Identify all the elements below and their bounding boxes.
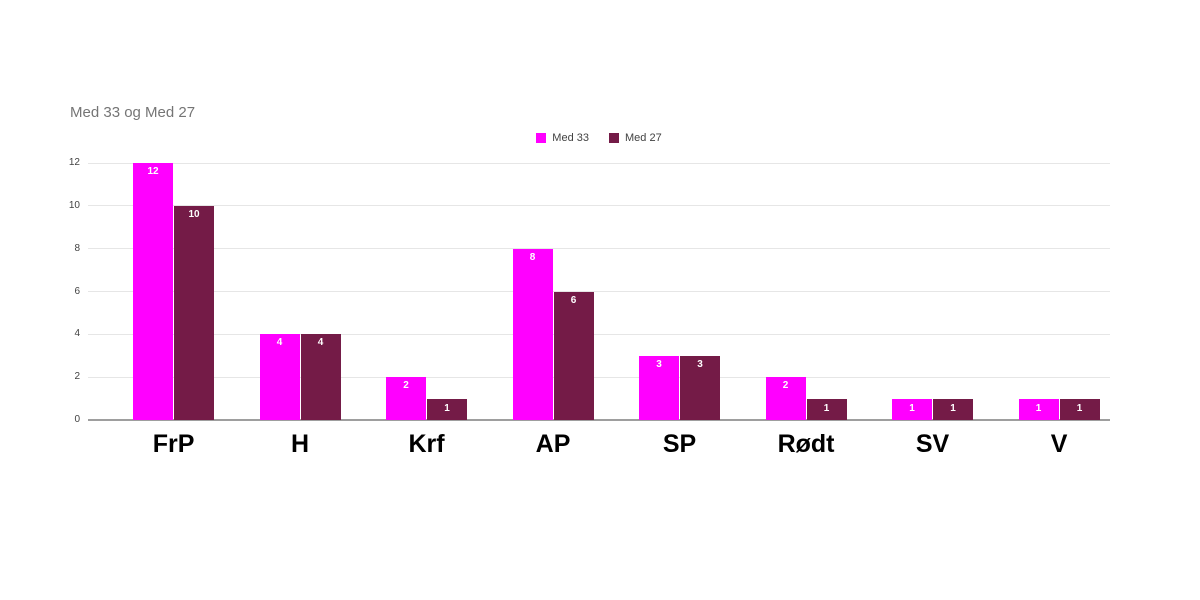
bar-med27-sv[interactable]: 1 — [933, 398, 974, 420]
legend-item-med33[interactable]: Med 33 — [536, 132, 589, 144]
gridline — [88, 376, 1110, 378]
bar-med27-v[interactable]: 1 — [1059, 398, 1100, 420]
y-tick-label: 12 — [68, 157, 80, 168]
bar-med33-frp[interactable]: 12 — [133, 163, 174, 420]
bar-value-label: 8 — [529, 251, 536, 263]
gridline — [88, 162, 1110, 164]
bar-med33-sp[interactable]: 3 — [639, 355, 680, 420]
bar-med27-ap[interactable]: 6 — [553, 291, 594, 420]
bar-value-label: 1 — [1035, 403, 1042, 415]
category-label-krf: Krf — [408, 430, 445, 458]
bar-value-label: 3 — [656, 358, 662, 370]
legend-label: Med 27 — [625, 131, 662, 144]
category-label-h: H — [291, 430, 310, 458]
y-tick-label: 2 — [74, 371, 80, 383]
gridline — [88, 205, 1110, 207]
bar-med33-rødt[interactable]: 2 — [765, 377, 806, 420]
bar-value-label: 2 — [782, 380, 789, 392]
bar-med27-rødt[interactable]: 1 — [806, 398, 847, 420]
bar-med33-h[interactable]: 4 — [259, 334, 300, 420]
x-axis-line — [88, 419, 1110, 421]
bar-med33-ap[interactable]: 8 — [512, 248, 553, 420]
bar-med27-krf[interactable]: 1 — [427, 398, 468, 420]
bar-value-label: 6 — [570, 294, 577, 306]
bar-med33-krf[interactable]: 2 — [386, 377, 427, 420]
bar-med33-sv[interactable]: 1 — [892, 398, 933, 420]
legend-swatch-icon — [609, 132, 619, 143]
category-label-sv: SV — [915, 430, 950, 458]
gridline — [88, 333, 1110, 335]
chart-legend: Med 33 Med 27 — [88, 130, 1110, 145]
y-tick-label: 8 — [74, 242, 80, 254]
bar-value-label: 1 — [950, 403, 956, 415]
bar-med33-v[interactable]: 1 — [1018, 398, 1059, 420]
bar-value-label: 12 — [147, 166, 159, 177]
gridline — [88, 248, 1110, 250]
bar-value-label: 4 — [317, 337, 324, 349]
bar-value-label: 3 — [697, 358, 703, 370]
category-label-sp: SP — [662, 430, 697, 458]
legend-swatch-icon — [536, 132, 547, 143]
bar-med27-h[interactable]: 4 — [300, 334, 341, 420]
legend-label: Med 33 — [552, 131, 589, 144]
bar-med27-sp[interactable]: 3 — [680, 355, 721, 420]
bar-value-label: 1 — [823, 403, 830, 415]
bar-value-label: 4 — [276, 337, 283, 349]
bar-value-label: 2 — [403, 380, 409, 392]
bar-value-label: 1 — [1076, 403, 1083, 415]
chart-title: Med 33 og Med 27 — [70, 104, 196, 121]
bar-med27-frp[interactable]: 10 — [174, 205, 215, 420]
bar-value-label: 10 — [188, 208, 200, 220]
category-label-v: V — [1050, 430, 1068, 458]
category-label-ap: AP — [535, 430, 571, 458]
bar-value-label: 1 — [909, 403, 915, 415]
gridline — [88, 291, 1110, 292]
category-label-frp: FrP — [152, 430, 195, 458]
y-tick-label: 4 — [74, 328, 80, 340]
legend-item-med27[interactable]: Med 27 — [609, 132, 662, 144]
y-tick-label: 6 — [74, 285, 80, 297]
y-tick-label: 10 — [68, 199, 80, 211]
bar-value-label: 1 — [444, 403, 450, 415]
y-tick-label: 0 — [74, 414, 80, 425]
category-label-rødt: Rødt — [777, 430, 835, 458]
